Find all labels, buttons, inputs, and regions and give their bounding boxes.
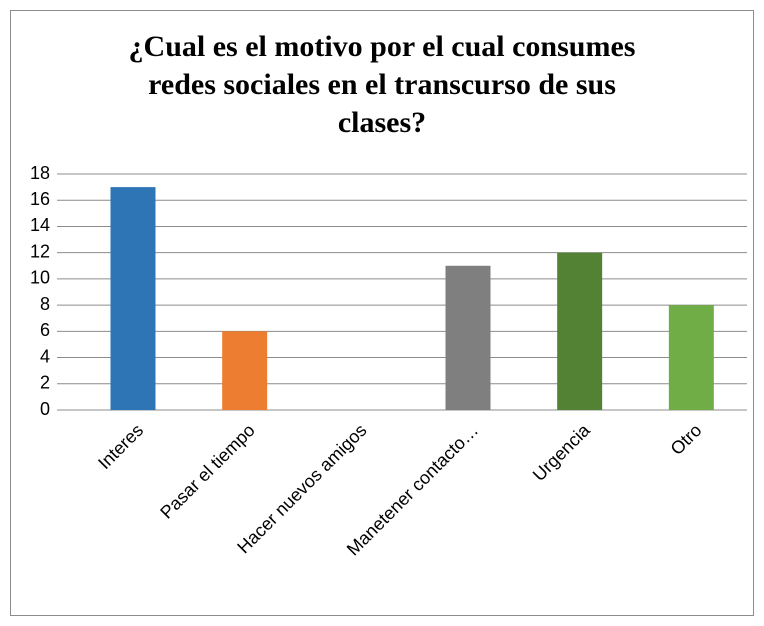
y-tick-label: 2 [40, 373, 50, 393]
y-tick-label: 14 [30, 215, 50, 235]
y-tick-label: 0 [40, 399, 50, 419]
y-tick-label: 8 [40, 294, 50, 314]
y-tick-label: 6 [40, 320, 50, 340]
y-tick-label: 18 [30, 163, 50, 183]
bar [445, 265, 491, 410]
bar [557, 252, 603, 410]
bar [110, 187, 156, 410]
y-tick-label: 16 [30, 189, 50, 209]
y-tick-label: 12 [30, 241, 50, 261]
chart-title: ¿Cual es el motivo por el cual consumes … [128, 30, 636, 139]
y-tick-label: 10 [30, 268, 50, 288]
bar [668, 305, 714, 410]
bar [222, 331, 268, 410]
y-tick-label: 4 [40, 346, 50, 366]
